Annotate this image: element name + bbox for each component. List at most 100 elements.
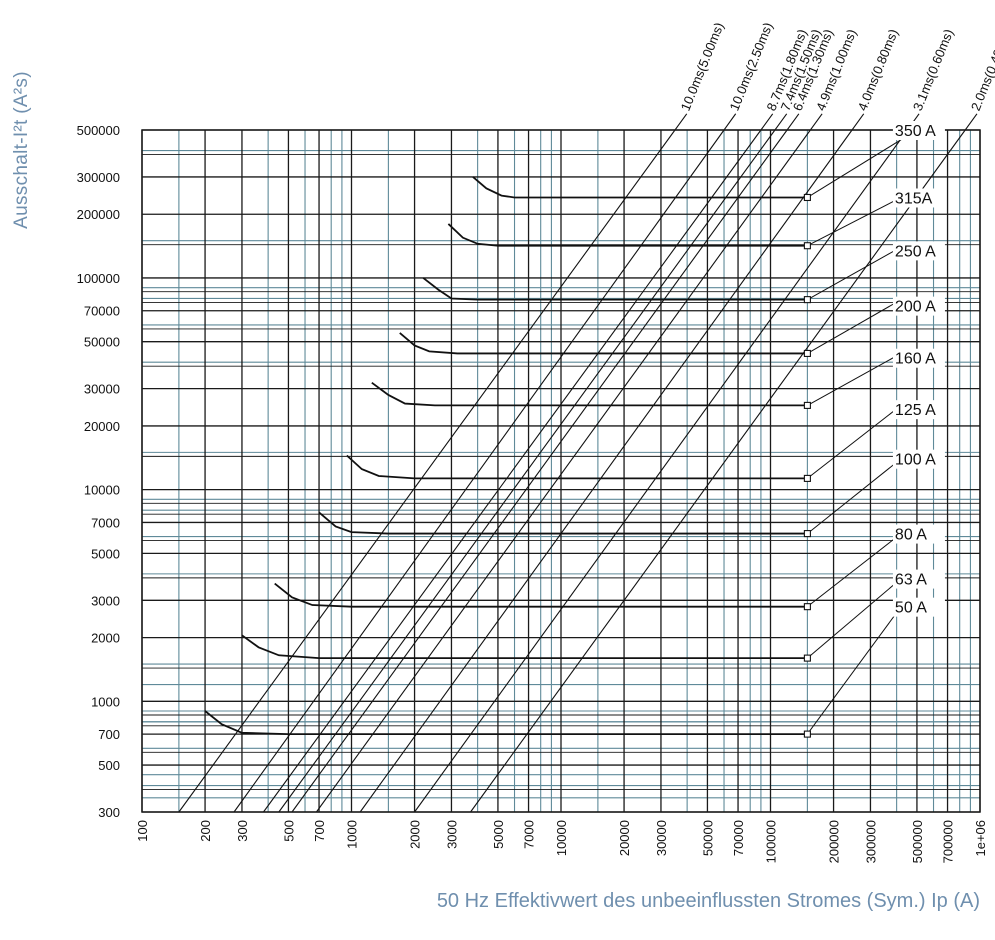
y-tick-label: 5000 <box>91 546 120 561</box>
time-line-label: 10.0ms(5.00ms) <box>678 20 727 113</box>
fuse-curve <box>447 223 808 247</box>
x-tick-label: 200 <box>198 820 213 842</box>
time-line <box>414 129 908 813</box>
leader-line <box>807 139 902 198</box>
y-tick-label: 3000 <box>91 593 120 608</box>
rating-label: 63 A <box>895 572 927 589</box>
time-line-extension <box>964 113 978 131</box>
x-tick-label: 300000 <box>863 820 878 863</box>
time-line <box>359 129 853 813</box>
x-tick-label: 200000 <box>827 820 842 863</box>
time-line-extension <box>760 113 774 131</box>
leader-line <box>807 197 902 247</box>
rating-label-bg <box>892 188 945 208</box>
y-tick-label: 50000 <box>84 335 120 350</box>
curve-end-marker <box>803 401 811 409</box>
time-line <box>291 129 788 813</box>
y-tick-label: 7000 <box>91 515 120 530</box>
rating-labels: 350 A 315A 250 A 200 A 160 A 125 A 100 A 80 A 63… <box>892 121 945 617</box>
curve-end-marker <box>803 296 811 304</box>
rating-label: 350 A <box>895 123 936 140</box>
x-tick-label: 1000 <box>345 820 360 849</box>
time-line-extension <box>723 113 737 131</box>
x-tick-label: 700 <box>312 820 327 842</box>
x-tick-label: 5000 <box>491 820 506 849</box>
x-tick-label: 500000 <box>910 820 925 863</box>
time-line-extension <box>809 113 823 131</box>
y-tick-label: 100000 <box>77 271 120 286</box>
rating-label-bg <box>892 241 945 261</box>
curve-end-marker <box>803 654 811 662</box>
x-tick-label: 100000 <box>764 820 779 863</box>
y-axis-label-wrap: Ausschalt-I²t (A²s) <box>2 0 42 300</box>
x-tick-label: 2000 <box>408 820 423 849</box>
x-tick-labels: 100 200 300 500 700 1000 2000 3000 5000 7000 10000… <box>135 820 988 863</box>
rating-label: 200 A <box>895 299 936 316</box>
curve-end-marker <box>803 603 811 611</box>
x-tick-label: 7000 <box>522 820 537 849</box>
grid <box>141 129 981 813</box>
fuse-curve <box>422 277 808 301</box>
rating-label: 160 A <box>895 351 936 368</box>
leader-line <box>807 533 902 608</box>
plot-frame <box>141 129 981 813</box>
y-tick-label: 500 <box>98 758 120 773</box>
y-tick-label: 300000 <box>77 170 120 185</box>
leader-line <box>807 299 902 354</box>
leader-lines <box>806 139 902 735</box>
rating-label-bg <box>892 400 945 420</box>
rating-label: 125 A <box>895 402 936 419</box>
x-tick-label: 700000 <box>941 820 956 863</box>
fuse-curve <box>204 710 808 736</box>
y-tick-label: 300 <box>98 805 120 820</box>
curve-end-marker <box>803 349 811 357</box>
curve-end-marker <box>803 193 811 202</box>
leader-line <box>807 578 902 659</box>
x-tick-label: 1e+06 <box>973 820 988 857</box>
time-line-label: 2.0ms(0.40ms) <box>968 27 995 113</box>
time-lines <box>178 113 978 813</box>
leader-line <box>807 352 902 406</box>
rating-label-bg <box>892 348 945 368</box>
plot-border <box>141 129 981 813</box>
rating-label: 315A <box>895 190 933 207</box>
fuse-curve <box>399 332 808 355</box>
rating-label-bg <box>892 296 945 316</box>
x-axis-label: 50 Hz Effektivwert des unbeeinflussten S… <box>436 890 980 912</box>
fuse-curve <box>274 582 808 608</box>
y-axis-label: Ausschalt-I²t (A²s) <box>11 71 32 229</box>
x-tick-label: 500 <box>281 820 296 842</box>
leader-line <box>807 405 902 479</box>
y-tick-label: 70000 <box>84 304 120 319</box>
time-line-labels: 10.0ms(5.00ms) 10.0ms(2.50ms)8.7ms(1.80ms… <box>678 20 995 113</box>
time-line <box>278 129 776 813</box>
leader-line <box>807 246 902 301</box>
y-tick-label: 200000 <box>77 207 120 222</box>
x-tick-label: 10000 <box>554 820 569 856</box>
time-line <box>233 129 725 813</box>
x-tick-label: 70000 <box>731 820 746 856</box>
x-tick-label: 20000 <box>617 820 632 856</box>
x-tick-label: 3000 <box>444 820 459 849</box>
rating-label-bg <box>892 121 945 140</box>
time-line-extension <box>774 113 788 131</box>
time-line <box>263 129 762 813</box>
y-tick-label: 700 <box>98 727 120 742</box>
y-tick-label: 1000 <box>91 694 120 709</box>
rating-label-bg <box>892 597 945 617</box>
curve-end-marker <box>803 530 811 538</box>
time-line-label: 4.0ms(0.80ms) <box>855 27 901 113</box>
time-line-extension <box>851 113 865 131</box>
rating-label-bg <box>892 569 945 589</box>
y-tick-label: 500000 <box>77 123 120 138</box>
fuse-curve <box>346 454 808 480</box>
fuse-curve <box>472 176 808 199</box>
y-tick-label: 2000 <box>91 631 120 646</box>
leader-line <box>806 606 902 735</box>
curve-end-marker <box>803 242 811 250</box>
fuse-curve <box>371 381 808 407</box>
curve-markers <box>803 193 811 738</box>
x-tick-label: 300 <box>235 820 250 842</box>
time-line <box>470 129 966 813</box>
